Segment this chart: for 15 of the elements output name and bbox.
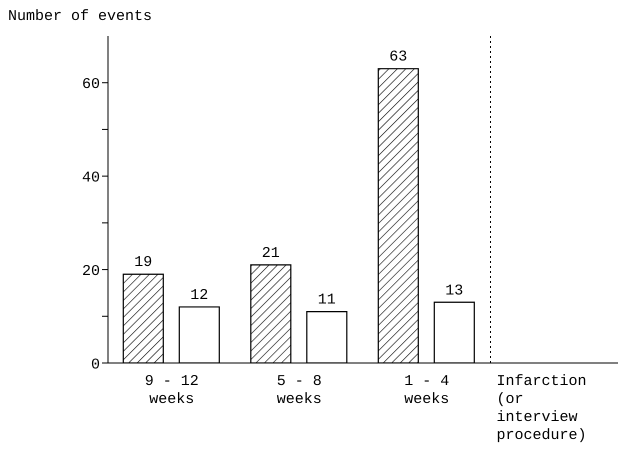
y-tick-label: 0 <box>90 356 100 374</box>
x-tick-label: 5 - 8 weeks <box>276 373 322 408</box>
x-tick-label: Infarction (or interview procedure) <box>496 373 587 444</box>
data-label: 13 <box>445 282 464 300</box>
y-tick-label: 20 <box>82 262 100 280</box>
data-label: 11 <box>318 292 336 309</box>
data-label: 21 <box>262 244 280 262</box>
y-tick-label: 40 <box>82 169 100 186</box>
y-axis-title: Number of events <box>8 8 152 25</box>
x-tick-label: 1 - 4 weeks <box>404 373 450 408</box>
data-label: 63 <box>389 48 408 66</box>
y-tick-label: 60 <box>82 76 100 94</box>
data-label: 12 <box>190 286 208 304</box>
data-label: 19 <box>134 254 152 272</box>
x-tick-label: 9 - 12 weeks <box>144 373 199 408</box>
